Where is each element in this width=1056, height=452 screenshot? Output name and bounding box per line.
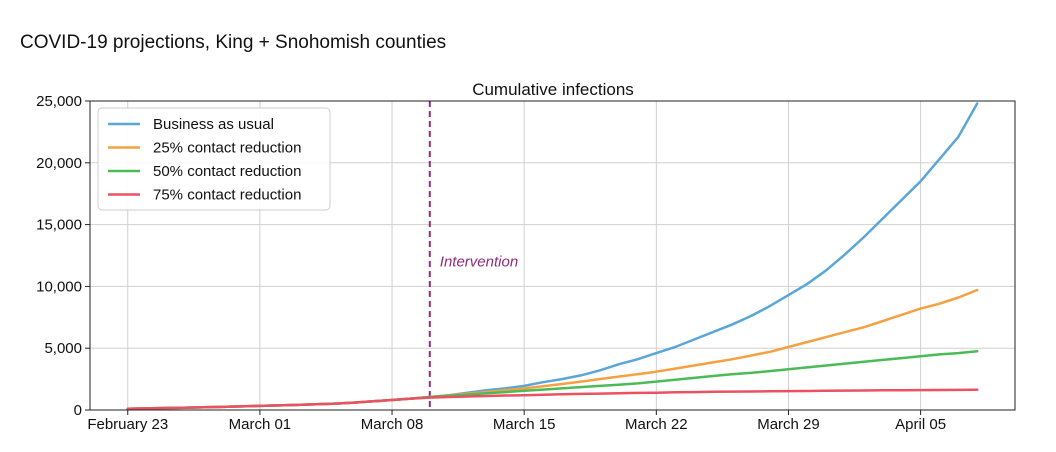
legend-label: 75% contact reduction [153,187,301,204]
page-title: COVID-19 projections, King + Snohomish c… [20,32,447,53]
x-tick-label: February 23 [87,416,168,433]
plot-border [89,100,1016,411]
x-tick-label: March 22 [625,416,688,433]
y-tick-label: 5,000 [44,340,82,357]
y-tick-label: 20,000 [36,155,82,172]
legend: Business as usual 25% contact reduction 50… [97,107,331,211]
x-tick-label: March 29 [757,416,820,433]
x-tick-label: March 15 [493,416,556,433]
intervention-annotation: Intervention [428,101,518,410]
x-tick-label: March 08 [361,416,424,433]
legend-label: 50% contact reduction [153,163,301,180]
x-tick-label: April 05 [895,416,946,433]
legend-label: Business as usual [153,116,274,133]
intervention-label: Intervention [440,254,518,271]
chart-title: Cumulative infections [472,80,634,99]
legend-box [97,107,331,211]
series-lines [126,102,979,411]
y-tick-label: 25,000 [36,93,82,110]
x-axis: February 23 March 01 March 08 March 15 March… [87,410,946,433]
legend-label: 25% contact reduction [153,140,301,157]
y-tick-label: 0 [74,402,82,419]
x-tick-label: March 01 [229,416,292,433]
y-tick-label: 15,000 [36,217,82,234]
series-line-4 [126,388,979,411]
y-tick-label: 10,000 [36,278,82,295]
y-axis: 0 5,000 10,000 15,000 20,000 25,000 [36,93,90,419]
